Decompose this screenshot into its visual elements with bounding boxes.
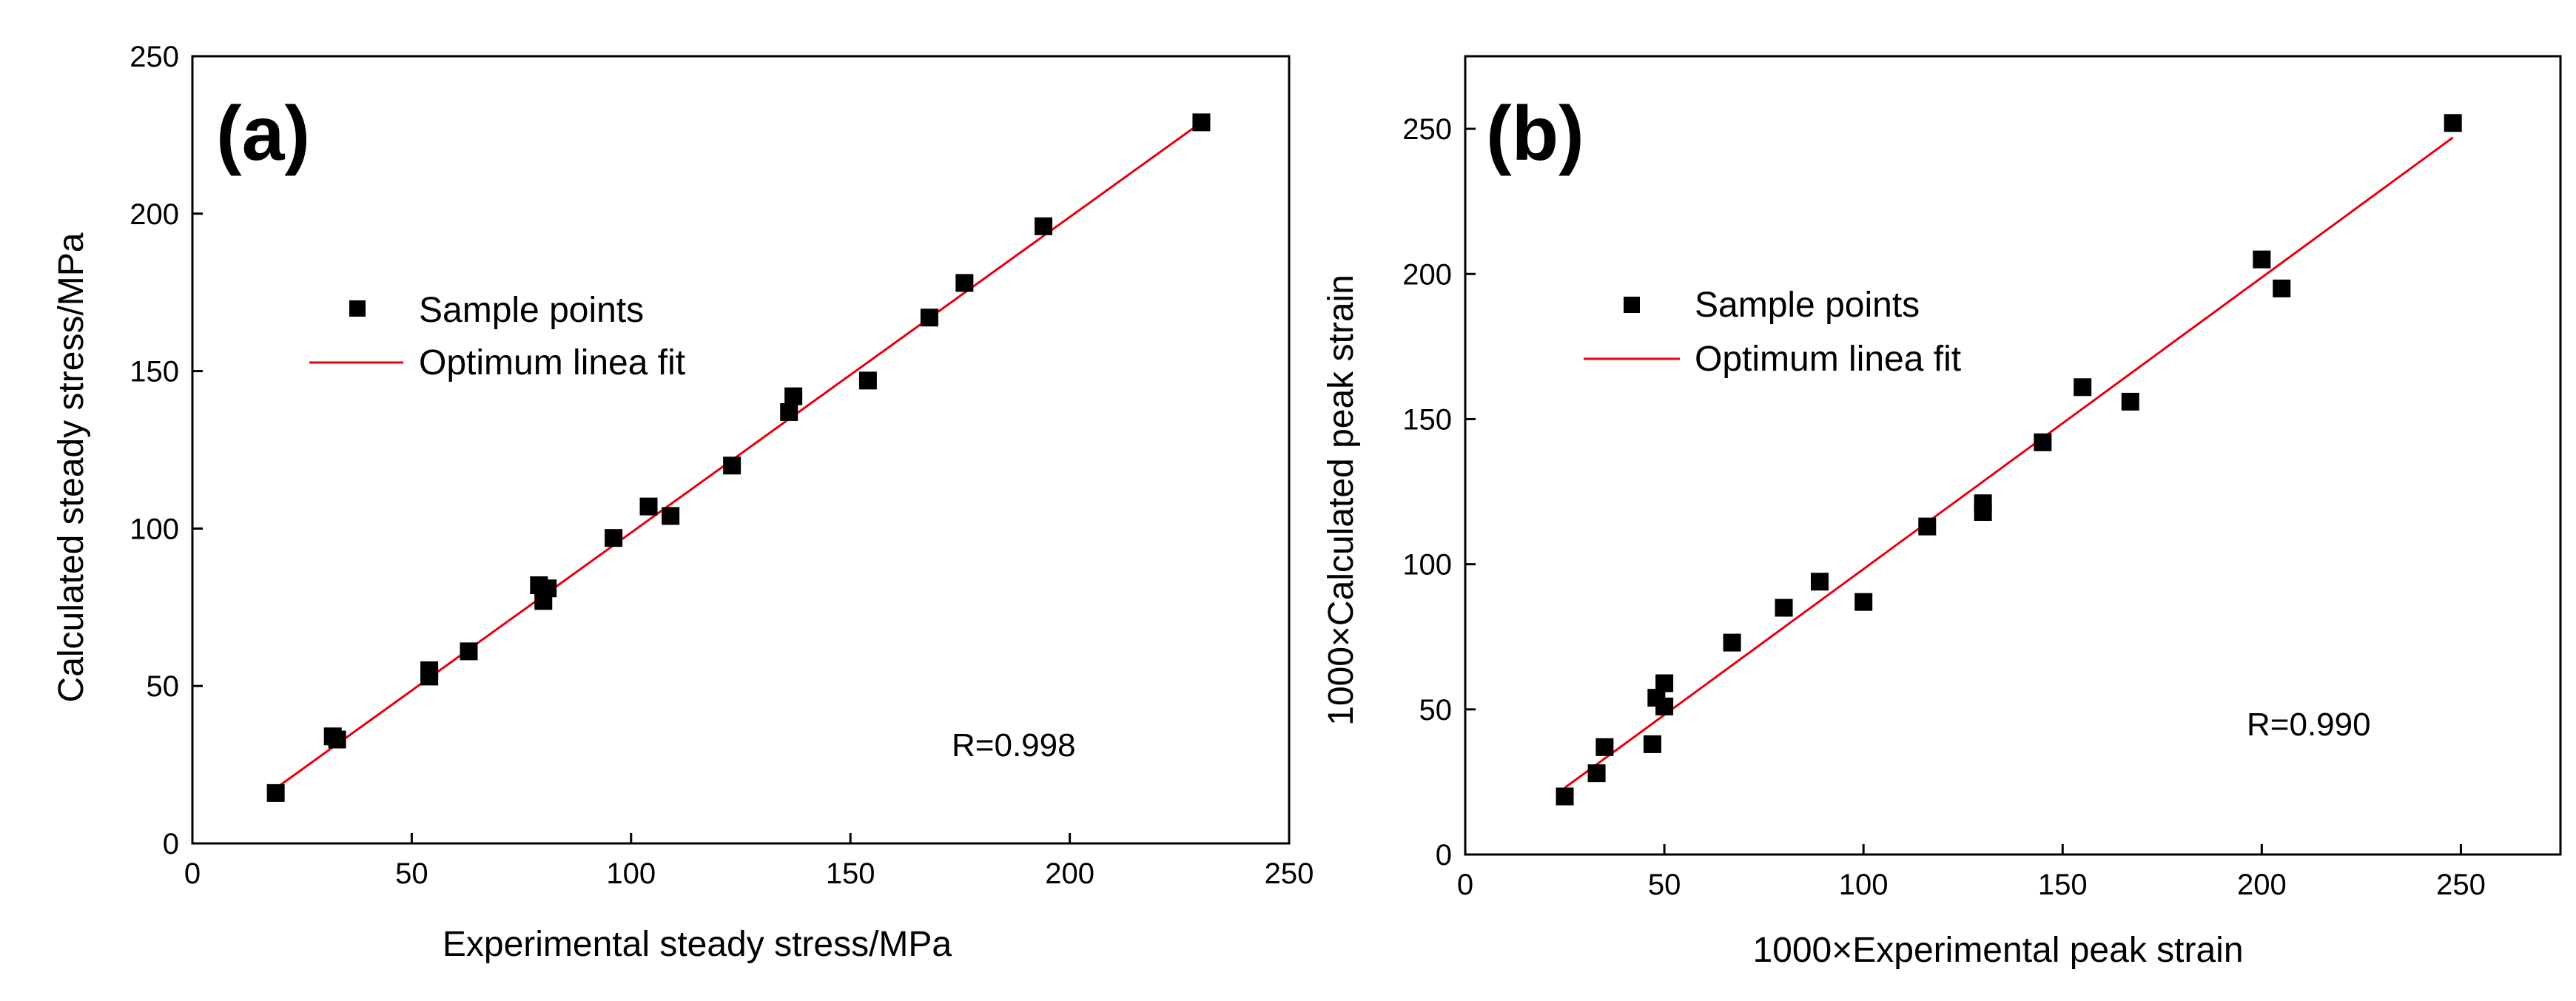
data-point-a xyxy=(420,667,439,686)
data-point-a xyxy=(1035,217,1053,235)
legend-label-points-b: Sample points xyxy=(1695,286,1920,325)
x-tick-label-b: 150 xyxy=(2038,869,2088,901)
data-point-b xyxy=(1974,503,1992,522)
x-tick-label-a: 0 xyxy=(184,857,201,890)
x-axis-title-a: Experimental steady stress/MPa xyxy=(443,925,952,964)
panel-label-a: (a) xyxy=(216,91,310,177)
r-value-a: R=0.998 xyxy=(952,727,1076,764)
data-point-b xyxy=(2074,378,2092,397)
data-point-a xyxy=(266,783,285,802)
data-point-b xyxy=(1643,735,1661,753)
x-tick-label-b: 250 xyxy=(2436,869,2486,901)
legend-label-fit-b: Optimum linea fit xyxy=(1695,340,1961,379)
data-point-b xyxy=(1775,599,1793,617)
data-point-a xyxy=(723,456,741,475)
data-point-b xyxy=(1587,764,1606,783)
data-point-a xyxy=(539,579,557,598)
legend-marker-points-b xyxy=(1624,297,1640,313)
legend-label-points-a: Sample points xyxy=(419,291,644,330)
data-point-b xyxy=(2253,250,2271,269)
y-tick-label-b: 0 xyxy=(1436,839,1452,872)
data-point-b xyxy=(1723,633,1741,652)
data-point-b xyxy=(1556,787,1574,806)
panel-label-b: (b) xyxy=(1486,91,1584,177)
y-axis-title-b: 1000×Calculated peak strain xyxy=(1322,274,1361,726)
plot-frame-a xyxy=(191,55,1291,845)
data-point-b xyxy=(1918,517,1937,536)
x-tick-label-b: 200 xyxy=(2237,869,2287,901)
y-tick-label-a: 150 xyxy=(130,356,179,388)
y-tick-label-a: 0 xyxy=(163,828,179,860)
data-point-a xyxy=(662,507,680,525)
y-tick-label-a: 200 xyxy=(130,198,179,231)
x-tick-label-a: 250 xyxy=(1265,857,1314,890)
data-point-a xyxy=(460,642,478,661)
legend-marker-points-a xyxy=(349,300,366,317)
y-axis-title-a: Calculated steady stress/MPa xyxy=(52,232,91,702)
y-tick-label-b: 200 xyxy=(1402,258,1452,291)
data-point-a xyxy=(780,402,798,421)
x-tick-label-a: 150 xyxy=(826,857,875,890)
plot-area-a: 0 50 100 150 200 250 0 50 100 150 200 250 xyxy=(130,41,1314,890)
y-tick-label-a: 50 xyxy=(147,670,180,703)
data-point-b xyxy=(2273,279,2291,297)
data-point-a xyxy=(605,529,623,547)
data-point-a xyxy=(858,371,877,390)
fit-line-b xyxy=(1564,136,2454,789)
x-axis-title-b: 1000×Experimental peak strain xyxy=(1752,931,2243,970)
data-point-b xyxy=(1810,573,1829,591)
data-point-a xyxy=(784,387,803,405)
y-tick-label-b: 250 xyxy=(1402,113,1452,146)
y-tick-label-a: 250 xyxy=(130,41,179,73)
y-tick-label-b: 100 xyxy=(1402,549,1452,582)
x-tick-label-b: 0 xyxy=(1457,869,1473,901)
data-point-a xyxy=(639,497,658,516)
data-point-a xyxy=(955,274,974,292)
data-point-a xyxy=(1192,113,1211,132)
data-point-b xyxy=(2034,433,2052,451)
legend-label-fit-a: Optimum linea fit xyxy=(419,343,685,382)
data-point-b xyxy=(1854,593,1873,611)
x-tick-label-b: 50 xyxy=(1648,869,1681,901)
fit-line-a xyxy=(275,121,1203,789)
r-value-b: R=0.990 xyxy=(2247,707,2371,743)
chart-panel-a: 0 50 100 150 200 250 0 50 100 150 200 250 (a) Exper… xyxy=(52,41,1314,964)
data-point-b xyxy=(1595,738,1614,756)
legend-a: Sample points Optimum linea fit xyxy=(309,291,685,382)
x-tick-label-a: 200 xyxy=(1045,857,1094,890)
x-tick-label-a: 50 xyxy=(395,857,428,890)
y-tick-label-a: 100 xyxy=(130,513,179,545)
plot-frame-b xyxy=(1464,55,2562,856)
data-point-b xyxy=(1655,674,1674,692)
y-tick-label-b: 150 xyxy=(1402,403,1452,436)
data-point-a xyxy=(328,730,346,749)
data-point-a xyxy=(920,309,938,327)
legend-b: Sample points Optimum linea fit xyxy=(1584,286,1961,379)
data-point-b xyxy=(2121,392,2139,411)
plot-area-b: 0 50 100 150 200 250 0 50 100 150 200 250 xyxy=(1402,55,2562,901)
y-tick-label-b: 50 xyxy=(1419,694,1453,727)
x-tick-label-a: 100 xyxy=(606,857,656,890)
data-point-b xyxy=(2444,114,2462,132)
x-tick-label-b: 100 xyxy=(1839,869,1889,901)
data-point-b xyxy=(1655,697,1674,715)
chart-panel-b: 0 50 100 150 200 250 0 50 100 150 200 250 (b) 1000×… xyxy=(1322,55,2562,970)
